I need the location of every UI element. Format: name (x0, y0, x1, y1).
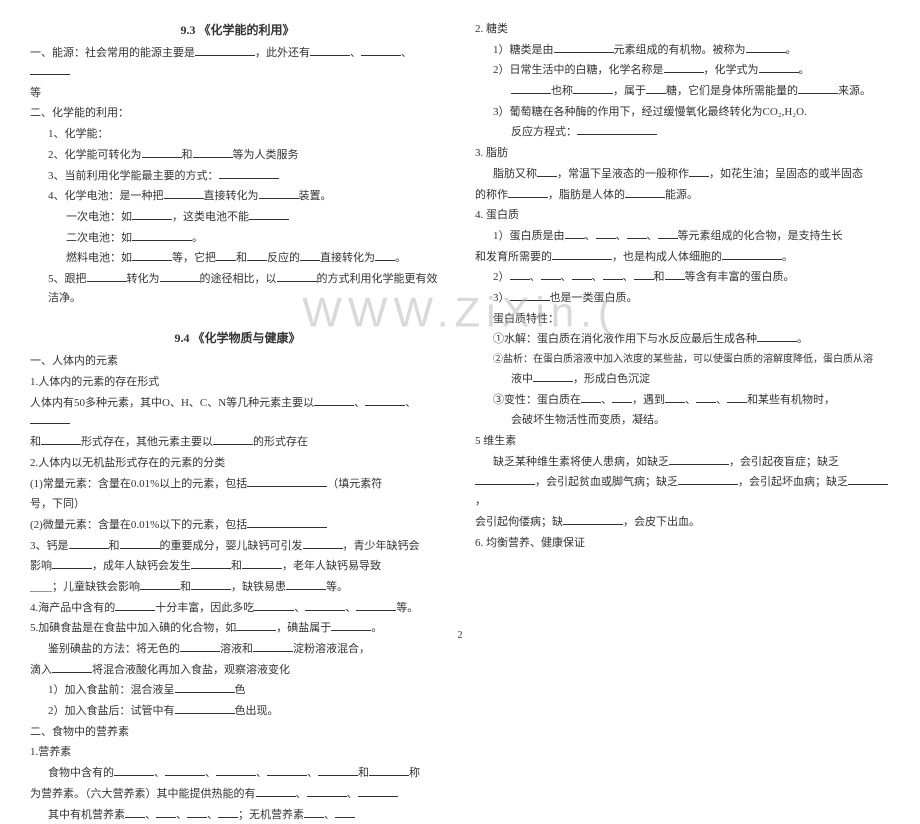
text-line: ①水解：蛋白质在消化液作用下与水反应最后生成各种。 (475, 330, 890, 349)
text-line: ，会引起贫血或脚气病；缺乏，会引起坏血病；缺乏， (475, 473, 890, 510)
text-line: 脂肪又称，常温下呈液态的一般称作，如花生油；呈固态的或半固态 (475, 165, 890, 184)
text-line: 4、化学电池：是一种把直接转化为装置。 (30, 187, 445, 206)
text-line: 4. 蛋白质 (475, 206, 890, 225)
text-line: 6. 均衡营养、健康保证 (475, 534, 890, 553)
text-line: 2.人体内以无机盐形式存在的元素的分类 (30, 454, 445, 473)
text-line: 1.人体内的元素的存在形式 (30, 373, 445, 392)
text-line: ②盐析：在蛋白质溶液中加入浓度的某些盐，可以使蛋白质的溶解度降低，蛋白质从溶 (475, 351, 890, 368)
text-line: 蛋白质特性： (475, 310, 890, 329)
text-line: 1）加入食盐前：混合液呈色 (30, 681, 445, 700)
text-line: 缺乏某种维生素将使人患病，如缺乏，会引起夜盲症；缺乏 (475, 453, 890, 472)
text-line: 1）蛋白质是由、、、等元素组成的化合物，是支持生长 (475, 227, 890, 246)
text-line: 等 (30, 84, 445, 103)
text-line: 2）、、、、和等含有丰富的蛋白质。 (475, 268, 890, 287)
text-line: 3. 脂肪 (475, 144, 890, 163)
section-93-title: 9.3 《化学能的利用》 (30, 20, 445, 40)
text-line: 鉴别碘盐的方法：将无色的溶液和淀粉溶液混合， (30, 640, 445, 659)
text-line: 一、人体内的元素 (30, 352, 445, 371)
text-line: 会破坏生物活性而变质，凝结。 (475, 411, 890, 430)
text-line: 和形式存在，其他元素主要以的形式存在 (30, 433, 445, 452)
text-line: 一次电池：如，这类电池不能 (30, 208, 445, 227)
text-line: 二次电池：如。 (30, 229, 445, 248)
text-line: 食物中含有的、、、、和称 (30, 764, 445, 783)
text-line: 的称作，脂肪是人体的能源。 (475, 186, 890, 205)
text-line: 5、跟把转化为的途径相比，以的方式利用化学能更有效洁净。 (30, 270, 445, 307)
text-line: (2)微量元素：含量在0.01%以下的元素，包括 (30, 516, 445, 535)
text-line: 也称，属于糖，它们是身体所需能量的来源。 (475, 82, 890, 101)
text-line: 人体内有50多种元素，其中O、H、C、N等几种元素主要以、、 (30, 394, 445, 431)
text-line: 5 维生素 (475, 432, 890, 451)
text-line: 其中有机营养素、、、；无机营养素、 (30, 806, 445, 824)
right-column: 2. 糖类 1）糖类是由元素组成的有机物。被称为。 2）日常生活中的白糖，化学名… (475, 20, 890, 630)
text-line: 2. 糖类 (475, 20, 890, 39)
section-94-title: 9.4 《化学物质与健康》 (30, 328, 445, 348)
text-line: 二、食物中的营养素 (30, 723, 445, 742)
text-line: 3）葡萄糖在各种酶的作用下，经过缓慢氧化最终转化为CO₂,H₂O. (475, 103, 890, 122)
text-line: 二、化学能的利用： (30, 104, 445, 123)
text-line: ____；儿童缺铁会影响和，缺铁易患等。 (30, 578, 445, 597)
page-number: 2 (458, 627, 463, 644)
text-line: 1、化学能： (30, 125, 445, 144)
text-line: 3、钙是和的重要成分，婴儿缺钙可引发，青少年缺钙会 (30, 537, 445, 556)
text-line: 一、能源：社会常用的能源主要是，此外还有、、 (30, 44, 445, 81)
text-line: 为营养素。（六大营养素）其中能提供热能的有、、 (30, 785, 445, 804)
text-line: 4.海产品中含有的十分丰富，因此多吃、、等。 (30, 599, 445, 618)
text-line: 3、当前利用化学能最主要的方式： (30, 167, 445, 186)
text-line: 滴入将混合液酸化再加入食盐，观察溶液变化 (30, 661, 445, 680)
text-line: 和发育所需要的，也是构成人体细胞的。 (475, 248, 890, 267)
text-line: 液中，形成白色沉淀 (475, 370, 890, 389)
text-line: 反应方程式： (475, 123, 890, 142)
left-column: 9.3 《化学能的利用》 一、能源：社会常用的能源主要是，此外还有、、 等 二、… (30, 20, 445, 630)
text-line: 2）日常生活中的白糖，化学名称是，化学式为。 (475, 61, 890, 80)
text-line: ③变性：蛋白质在、，遇到、、和某些有机物时， (475, 391, 890, 410)
text-line: 影响，成年人缺钙会发生和，老年人缺钙易导致 (30, 557, 445, 576)
text-line: 1.营养素 (30, 743, 445, 762)
text-line: 号，下同） (30, 495, 445, 514)
text-line: 3）也是一类蛋白质。 (475, 289, 890, 308)
text-line: (1)常量元素：含量在0.01%以上的元素，包括（填元素符 (30, 475, 445, 494)
text-line: 2、化学能可转化为和等为人类服务 (30, 146, 445, 165)
text-line: 会引起佝偻病；缺，会皮下出血。 (475, 513, 890, 532)
text-line: 2）加入食盐后：试管中有色出现。 (30, 702, 445, 721)
text-line: 5.加碘食盐是在食盐中加入碘的化合物，如，碘盐属于。 (30, 619, 445, 638)
text-line: 1）糖类是由元素组成的有机物。被称为。 (475, 41, 890, 60)
text-line: 燃料电池：如等，它把和反应的直接转化为。 (30, 249, 445, 268)
